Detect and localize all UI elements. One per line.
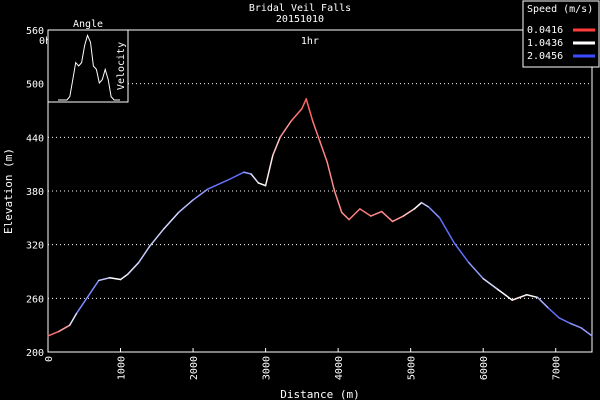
elevation-segment xyxy=(98,277,111,282)
x-tick-label: 4000 xyxy=(334,356,345,380)
elevation-segment xyxy=(420,201,430,208)
y-axis-ticks: 200 260 320 380 440 500 560 xyxy=(26,26,44,359)
y-tick-label: 380 xyxy=(26,187,44,198)
elevation-segment xyxy=(119,273,129,281)
elevation-segment xyxy=(137,245,151,264)
elevation-segment xyxy=(370,210,383,217)
elevation-segment xyxy=(467,261,484,280)
elevation-segment xyxy=(511,294,528,301)
legend-title: Speed (m/s) xyxy=(527,4,593,15)
x-tick-label: 0 xyxy=(44,356,55,362)
y-tick-label: 440 xyxy=(26,133,44,144)
x-tick-label: 2000 xyxy=(189,356,200,380)
inset-side-label: Velocity xyxy=(116,42,127,90)
inset-frame xyxy=(47,29,129,103)
elevation-segment xyxy=(272,136,281,156)
elevation-segment xyxy=(453,242,470,264)
elevation-segment xyxy=(536,296,550,309)
y-tick-label: 260 xyxy=(26,294,44,305)
inset-profile-line xyxy=(58,33,120,101)
elevation-segment xyxy=(525,294,539,299)
elevation-segment xyxy=(391,215,405,223)
elevation-segment xyxy=(569,322,582,329)
y-tick-label: 200 xyxy=(26,348,44,359)
elevation-segment xyxy=(228,171,245,181)
chart-title: Bridal Veil Falls xyxy=(249,3,351,14)
elevation-segment xyxy=(319,141,329,164)
elevation-segment xyxy=(438,217,455,244)
elevation-segment xyxy=(76,295,89,314)
legend-entry-label: 0.0416 xyxy=(527,25,563,36)
elevation-segment xyxy=(148,227,165,248)
elevation-segment xyxy=(127,261,140,275)
elevation-segment xyxy=(428,206,441,219)
x-axis-label: Distance (m) xyxy=(280,388,359,400)
elevation-segment xyxy=(547,307,561,319)
elevation-segment xyxy=(301,98,307,110)
x-tick-label: 1000 xyxy=(117,356,128,380)
elevation-segment xyxy=(264,154,274,187)
elevation-segment xyxy=(177,199,194,214)
elevation-segment xyxy=(326,161,336,192)
elevation-segment xyxy=(558,317,571,325)
elevation-segment xyxy=(580,327,593,337)
elevation-segment xyxy=(341,211,350,221)
elevation-segment xyxy=(413,201,423,210)
elevation-segment xyxy=(163,211,180,230)
elevation-segment xyxy=(380,210,394,223)
elevation-segment xyxy=(482,277,499,291)
elevation-segment xyxy=(206,178,231,190)
elevation-segment xyxy=(496,288,513,301)
x-tick-label: 6000 xyxy=(479,356,490,380)
elevation-segment xyxy=(305,98,314,122)
legend-entries: 0.0416 1.0436 2.0456 xyxy=(527,25,595,62)
elevation-segment xyxy=(108,277,122,281)
elevation-segment xyxy=(243,171,252,175)
y-tick-label: 500 xyxy=(26,80,44,91)
y-axis-label: Elevation (m) xyxy=(2,148,15,234)
x-tick-label: 7000 xyxy=(552,356,563,380)
elevation-segment xyxy=(333,190,343,214)
legend-entry-label: 2.0456 xyxy=(527,51,563,62)
legend: Speed (m/s) 0.0416 1.0436 2.0456 xyxy=(522,0,600,68)
x-tick-label: 3000 xyxy=(262,356,273,380)
y-tick-label: 560 xyxy=(26,26,44,37)
elevation-segment xyxy=(311,120,321,143)
elevation-segment xyxy=(257,182,267,187)
elevation-segment xyxy=(279,120,292,139)
chart-subtitle: 20151010 xyxy=(276,14,324,25)
elevation-line xyxy=(47,98,593,337)
legend-frame xyxy=(522,0,600,68)
inset-title: Angle xyxy=(73,19,103,30)
inset-panel: Angle Velocity xyxy=(47,19,129,103)
elevation-segment xyxy=(87,279,100,298)
elevation-segment xyxy=(250,173,260,184)
grid xyxy=(48,83,592,299)
time-mark-label: 1hr xyxy=(301,36,319,47)
legend-entry-label: 1.0436 xyxy=(527,38,563,49)
elevation-segment xyxy=(47,330,60,337)
elevation-segment xyxy=(402,208,416,217)
elevation-segment xyxy=(69,311,78,326)
elevation-segment xyxy=(290,107,303,122)
y-tick-label: 320 xyxy=(26,241,44,252)
x-axis-ticks: 0 1000 2000 3000 4000 5000 6000 7000 xyxy=(44,348,563,380)
elevation-segment xyxy=(58,324,71,333)
elevation-segment xyxy=(348,208,361,221)
x-tick-label: 5000 xyxy=(407,356,418,380)
elevation-segment xyxy=(192,188,209,201)
elevation-segment xyxy=(359,208,372,217)
